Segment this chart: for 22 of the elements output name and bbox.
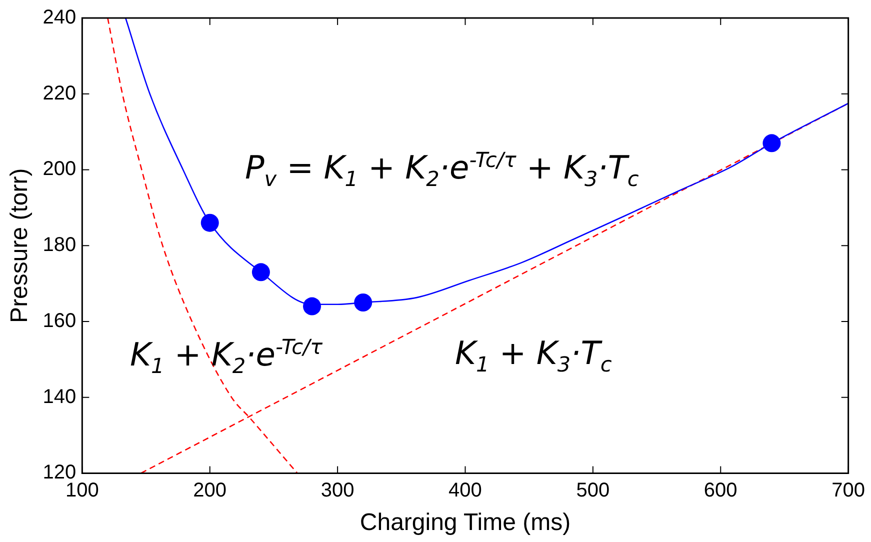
- y-tick-label: 240: [42, 6, 76, 29]
- point: [252, 263, 270, 282]
- y-tick-label: 220: [42, 82, 76, 104]
- point: [354, 294, 372, 312]
- x-tick-label: 500: [576, 480, 610, 502]
- y-tick-label: 200: [42, 158, 76, 180]
- x-tick-label: 400: [448, 480, 482, 502]
- y-tick-label: 160: [42, 310, 76, 332]
- annotation: K$_{1}$ + K$_{2}$·e$^{-Tc/τ}$: [130, 335, 323, 378]
- point: [303, 297, 322, 316]
- x-tick-label: 300: [320, 480, 354, 502]
- text: P$_{v}$ = K$_{1}$ + K$_{2}$·e$^{-Tc/τ}$ + K$_{3}$·T$_{c}$: [245, 148, 639, 192]
- y-tick-label: 140: [42, 386, 76, 408]
- x-tick-label: 200: [193, 480, 227, 502]
- point: [200, 214, 219, 232]
- x-tick-label: 700: [832, 480, 866, 502]
- y-axis-title: Pressure (torr): [6, 168, 34, 323]
- annotation: K$_{1}$ + K$_{3}$·T$_{c}$: [455, 334, 612, 376]
- y-tick-label: 180: [42, 234, 76, 256]
- x-tick-label: 600: [704, 480, 738, 502]
- x-axis-title: Charging Time (ms): [360, 509, 571, 536]
- point: [762, 134, 781, 152]
